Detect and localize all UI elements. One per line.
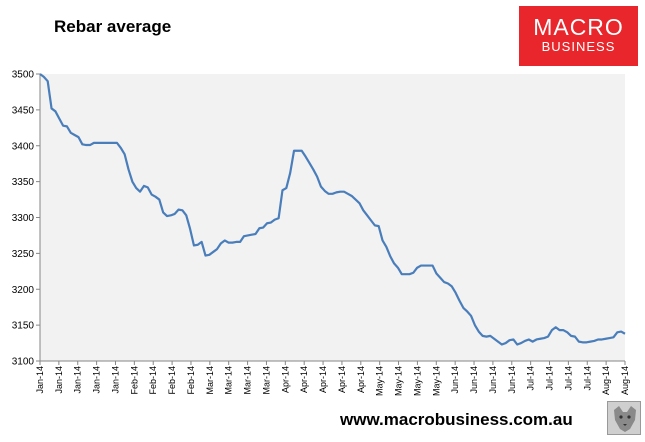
x-tick-label: Mar-14	[261, 366, 271, 395]
y-tick-label: 3450	[12, 105, 35, 116]
x-tick-label: May-14	[375, 366, 385, 396]
y-tick-label: 3100	[12, 357, 35, 368]
logo-line-2: BUSINESS	[541, 39, 616, 54]
x-tick-label: Feb-14	[167, 366, 177, 395]
x-tick-label: Feb-14	[186, 366, 196, 395]
y-tick-label: 3250	[12, 249, 35, 260]
x-tick-label: Jan-14	[110, 366, 120, 394]
x-tick-label: Mar-14	[224, 366, 234, 395]
x-tick-label: Apr-14	[356, 366, 366, 393]
x-tick-label: May-14	[394, 366, 404, 396]
x-tick-label: Apr-14	[337, 366, 347, 393]
x-tick-label: Mar-14	[205, 366, 215, 395]
website-url: www.macrobusiness.com.au	[340, 410, 573, 429]
x-tick-label: Jul-14	[563, 366, 573, 391]
x-tick-label: Aug-14	[620, 366, 630, 395]
series-line-rebar	[39, 73, 626, 346]
chart-title: Rebar average	[54, 17, 172, 36]
x-tick-label: Feb-14	[129, 366, 139, 395]
y-tick-label: 3200	[12, 285, 35, 296]
y-tick-label: 3150	[12, 321, 35, 332]
x-tick-label: Jul-14	[526, 366, 536, 391]
x-axis: Jan-14 Jan-14 Jan-14 Jan-14 Jan-14 Feb-14 Feb-…	[35, 360, 630, 396]
y-tick-label: 3400	[12, 141, 35, 152]
y-tick-label: 3350	[12, 177, 35, 188]
x-tick-label: Jan-14	[35, 366, 45, 394]
x-tick-label: Jan-14	[92, 366, 102, 394]
x-tick-label: Feb-14	[148, 366, 158, 395]
x-tick-label: Mar-14	[243, 366, 253, 395]
x-tick-label: Apr-14	[318, 366, 328, 393]
x-tick-label: Apr-14	[280, 366, 290, 393]
x-tick-label: Jun-14	[450, 366, 460, 394]
y-tick-label: 3300	[12, 213, 35, 224]
x-tick-label: Apr-14	[299, 366, 309, 393]
x-tick-label: Jun-14	[507, 366, 517, 394]
y-axis: 3100 3150 3200 3250 3300 3350 3400 3450 3500	[12, 70, 41, 368]
x-tick-label: Jun-14	[488, 366, 498, 394]
x-tick-label: Jan-14	[73, 366, 83, 394]
wolf-icon	[607, 401, 641, 435]
plot-area	[40, 74, 625, 361]
x-tick-label: Jun-14	[469, 366, 479, 394]
logo-line-1: MACRO	[533, 14, 624, 40]
x-tick-label: May-14	[431, 366, 441, 396]
x-tick-label: Jul-14	[582, 366, 592, 391]
x-tick-label: Aug-14	[601, 366, 611, 395]
y-tick-label: 3500	[12, 70, 35, 81]
x-tick-label: Jul-14	[545, 366, 555, 391]
x-tick-label: Jan-14	[54, 366, 64, 394]
macrobusiness-logo: MACRO BUSINESS	[519, 6, 638, 66]
x-tick-label: May-14	[412, 366, 422, 396]
